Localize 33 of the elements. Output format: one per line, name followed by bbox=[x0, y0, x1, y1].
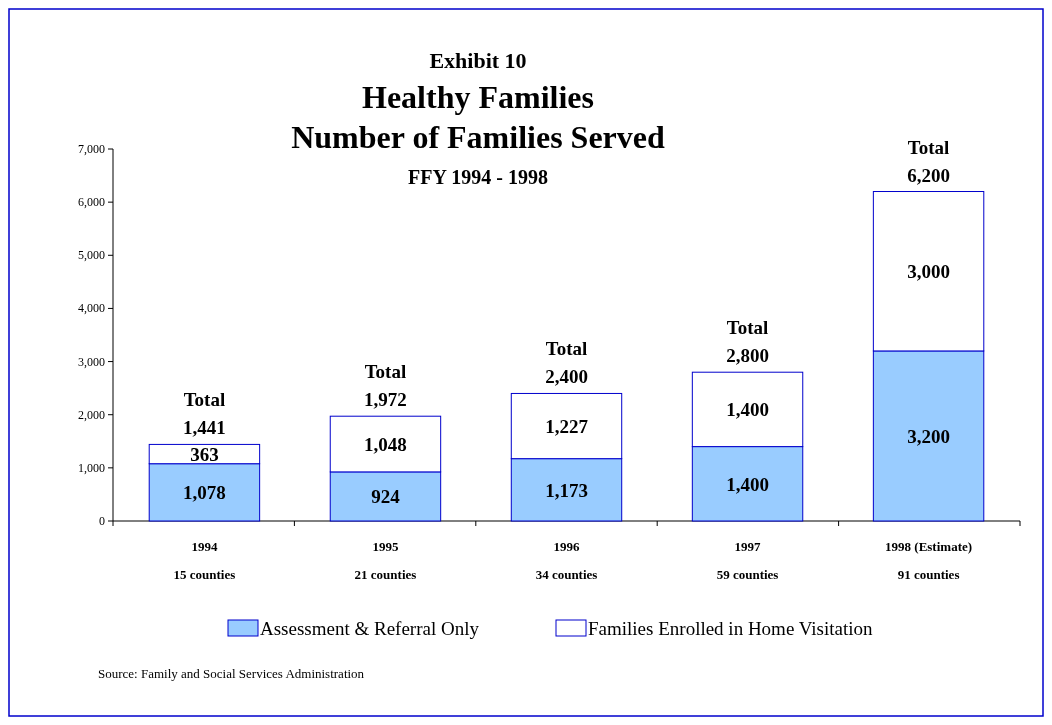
y-tick-label: 1,000 bbox=[78, 460, 105, 475]
total-label: Total 1,441 bbox=[183, 389, 226, 439]
data-label: 924 bbox=[371, 486, 401, 508]
total-label: Total 2,800 bbox=[726, 317, 769, 367]
y-tick-label: 7,000 bbox=[78, 142, 105, 156]
source-note: Source: Family and Social Services Administration bbox=[98, 666, 365, 681]
data-label: 1,400 bbox=[726, 399, 769, 421]
x-tick-label: 1995 21 counties bbox=[354, 539, 417, 582]
x-tick-label: 1998 (Estimate) 91 counties bbox=[885, 539, 973, 582]
x-tick-label: 1997 59 counties bbox=[716, 539, 779, 582]
y-tick-label: 0 bbox=[99, 514, 105, 528]
data-label: 1,400 bbox=[726, 473, 769, 495]
x-tick-label: 1996 34 counties bbox=[535, 539, 598, 582]
y-tick-label: 2,000 bbox=[78, 407, 105, 422]
legend-label: Assessment & Referral Only bbox=[260, 618, 480, 639]
total-label: Total 2,400 bbox=[545, 338, 588, 388]
legend-label: Families Enrolled in Home Visitation bbox=[588, 618, 874, 639]
y-tick-label: 6,000 bbox=[78, 195, 105, 210]
y-tick-label: 3,000 bbox=[78, 354, 105, 369]
data-label: 3,200 bbox=[907, 425, 950, 447]
total-label: Total 6,200 bbox=[907, 136, 950, 186]
data-label: 1,048 bbox=[364, 434, 407, 456]
data-label: 1,078 bbox=[183, 482, 226, 504]
chart-title: Exhibit 10 Healthy Families Number of Families Served bbox=[291, 48, 665, 155]
text: FFY 1994 - 1998 bbox=[408, 166, 548, 188]
data-label: 1,227 bbox=[545, 416, 589, 438]
x-tick-label: 1994 15 counties bbox=[173, 539, 236, 582]
data-label: 1,173 bbox=[545, 479, 588, 501]
data-label: 363 bbox=[190, 444, 219, 466]
y-tick-label: 5,000 bbox=[78, 248, 105, 263]
total-label: Total 1,972 bbox=[364, 361, 407, 411]
data-label: 3,000 bbox=[907, 261, 950, 283]
y-tick-label: 4,000 bbox=[78, 301, 105, 316]
